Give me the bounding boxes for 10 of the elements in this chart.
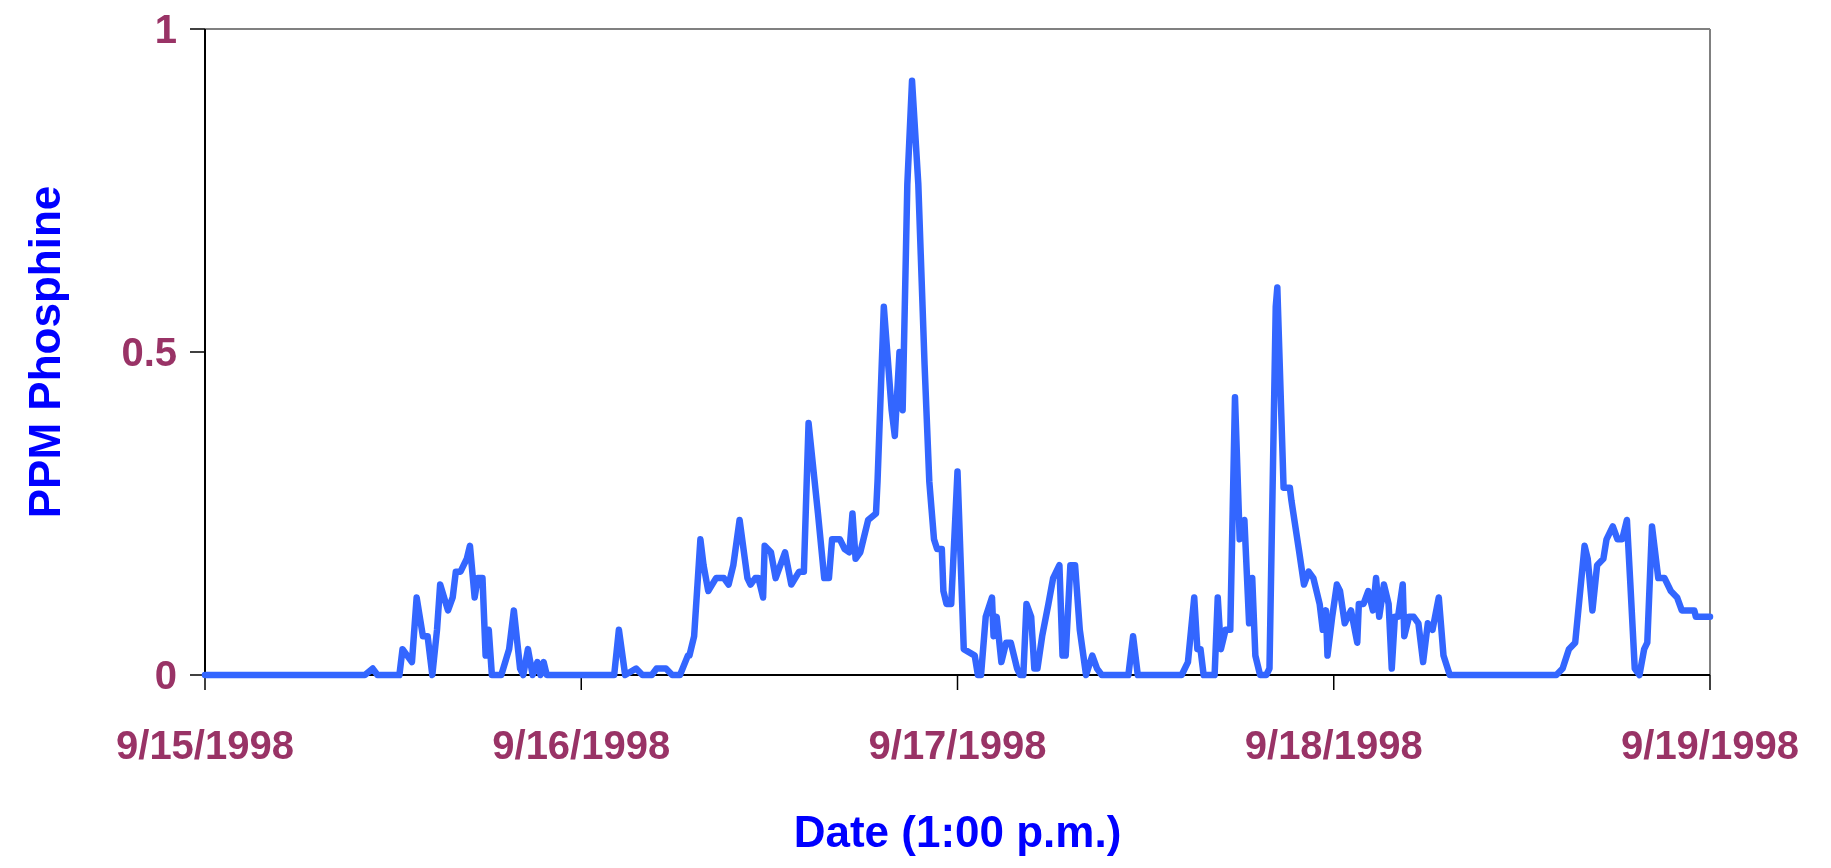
y-tick-label: 0 — [154, 653, 177, 697]
x-tick-label: 9/17/1998 — [868, 723, 1047, 767]
y-axis-title: PPM Phosphine — [20, 185, 69, 519]
y-tick-label: 1 — [154, 7, 177, 51]
x-axis-title: Date (1:00 p.m.) — [793, 807, 1122, 856]
x-tick-label: 9/16/1998 — [492, 723, 671, 767]
y-tick-label: 0.5 — [121, 330, 177, 374]
x-tick-label: 9/19/1998 — [1621, 723, 1799, 767]
x-tick-label: 9/18/1998 — [1244, 723, 1423, 767]
x-tick-label: 9/15/1998 — [116, 723, 294, 767]
